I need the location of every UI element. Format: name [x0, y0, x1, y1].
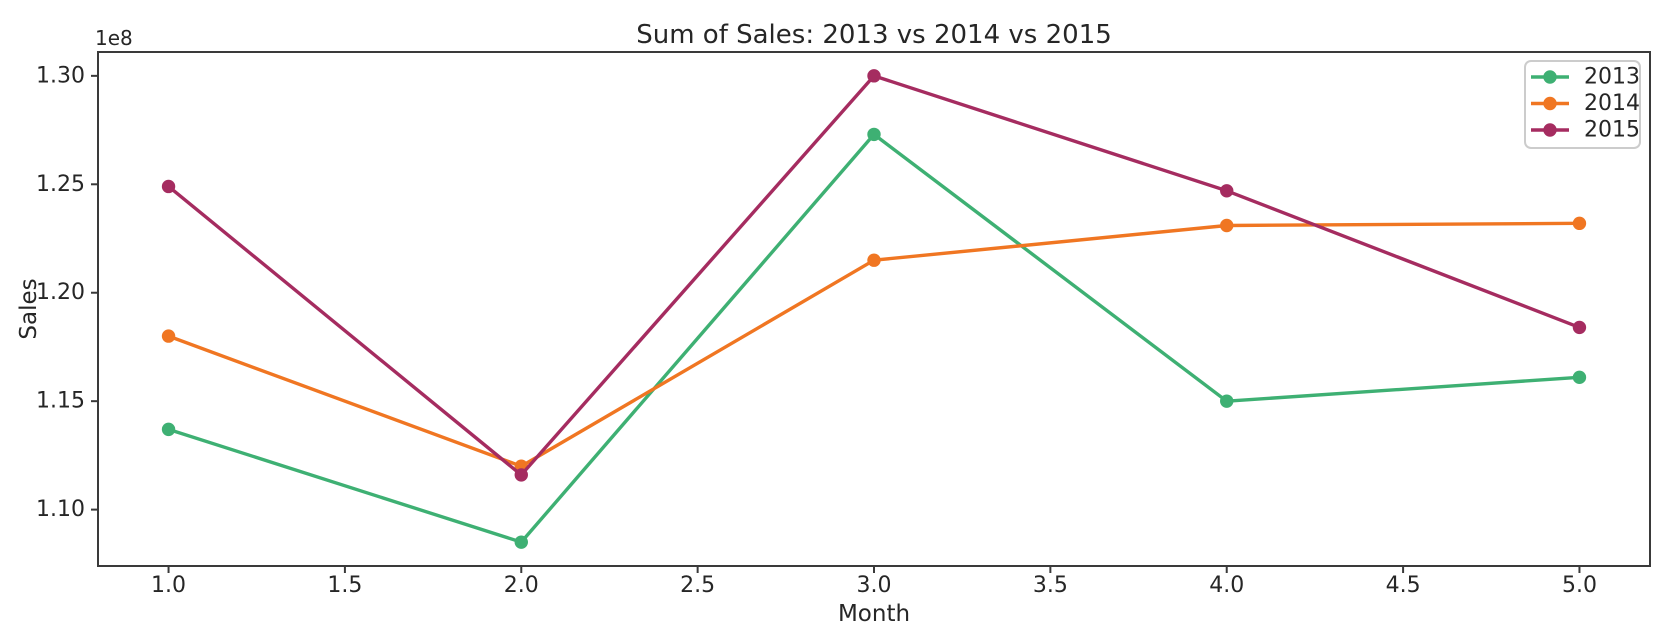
y-tick-label: 1.10 — [36, 497, 85, 522]
series-2014-marker — [1572, 216, 1587, 231]
x-tick-label: 4.5 — [1386, 573, 1421, 598]
y-tick-label: 1.20 — [36, 280, 85, 305]
legend-marker — [1543, 96, 1557, 111]
y-tick-label: 1.25 — [36, 172, 85, 197]
x-tick-label: 2.5 — [680, 573, 715, 598]
y-axis-ticks: 1.10 1.15 1.20 1.25 1.30 — [36, 63, 98, 522]
series-2013 — [161, 127, 1587, 549]
series-2015-marker — [1572, 320, 1587, 335]
x-axis-ticks: 1.0 1.5 2.0 2.5 3.0 3.5 4.0 4.5 5.0 — [151, 566, 1597, 598]
series-2013-marker — [867, 127, 881, 142]
series-2013-marker — [514, 535, 528, 549]
legend-label: 2014 — [1584, 91, 1640, 116]
y-axis-offset-label: 1e8 — [95, 26, 133, 50]
series-2013-line — [166, 132, 1582, 544]
x-tick-label: 1.0 — [151, 573, 186, 598]
legend-marker — [1543, 70, 1557, 84]
series-2014 — [161, 216, 1587, 473]
y-tick-label: 1.15 — [36, 389, 85, 414]
chart-title: Sum of Sales: 2013 vs 2014 vs 2015 — [636, 20, 1112, 50]
series-2013-marker — [1572, 370, 1587, 385]
series-2015-marker — [1220, 184, 1234, 198]
series-2013-marker — [1220, 394, 1234, 408]
x-tick-label: 3.0 — [857, 573, 892, 598]
y-axis-label: Sales — [16, 278, 42, 339]
series-2015 — [161, 69, 1587, 482]
legend-item-2013: 2013 — [1531, 65, 1640, 90]
x-tick-label: 4.0 — [1209, 573, 1244, 598]
x-tick-label: 5.0 — [1562, 573, 1597, 598]
x-tick-label: 3.5 — [1033, 573, 1068, 598]
series-2013-marker — [161, 422, 176, 437]
series-2015-marker — [514, 468, 528, 482]
legend-label: 2013 — [1584, 65, 1640, 90]
series-2015-marker — [867, 69, 881, 83]
legend-item-2015: 2015 — [1531, 118, 1640, 143]
legend-label: 2015 — [1584, 118, 1640, 143]
series-2014-marker — [867, 253, 881, 267]
x-tick-label: 1.5 — [327, 573, 362, 598]
x-axis-label: Month — [838, 601, 910, 627]
y-tick-label: 1.30 — [36, 63, 85, 88]
legend-marker — [1543, 123, 1557, 137]
series-2015-marker — [161, 179, 176, 194]
series-2014-marker — [161, 329, 176, 343]
legend-item-2014: 2014 — [1531, 91, 1640, 116]
x-tick-label: 2.0 — [504, 573, 539, 598]
series-2014-marker — [1220, 218, 1234, 233]
plot-area: 1.0 1.5 2.0 2.5 3.0 3.5 4.0 4.5 5.01.101.151.201… — [36, 51, 1651, 598]
